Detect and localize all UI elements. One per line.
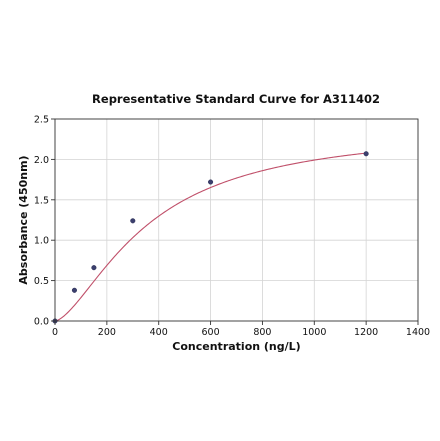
fit-curve bbox=[54, 152, 367, 322]
x-tick-label: 400 bbox=[150, 327, 168, 338]
y-tick-label: 0.5 bbox=[34, 276, 49, 287]
x-tick-label: 200 bbox=[98, 327, 116, 338]
y-axis-ticks: 0.0 0.5 1.0 1.5 2.0 2.5 bbox=[34, 115, 55, 328]
grid bbox=[54, 118, 419, 322]
data-point bbox=[208, 179, 214, 185]
x-tick-label: 0 bbox=[52, 327, 58, 338]
x-tick-label: 800 bbox=[253, 327, 271, 338]
x-tick-label: 600 bbox=[202, 327, 220, 338]
data-point bbox=[130, 218, 136, 224]
y-tick-label: 2.0 bbox=[34, 155, 49, 166]
fit-curve-layer bbox=[54, 152, 367, 322]
y-tick-label: 1.5 bbox=[34, 195, 49, 206]
x-tick-label: 1400 bbox=[406, 327, 430, 338]
plot-frame bbox=[54, 118, 419, 322]
x-axis-ticks: 0 200 400 600 800 1000 1200 1400 bbox=[52, 321, 430, 338]
x-tick-label: 1200 bbox=[354, 327, 378, 338]
x-tick-label: 1000 bbox=[302, 327, 326, 338]
x-axis-label: Concentration (ng/L) bbox=[172, 340, 300, 353]
data-point bbox=[91, 265, 97, 271]
y-tick-label: 0.0 bbox=[34, 317, 49, 328]
chart-title: Representative Standard Curve for A31140… bbox=[92, 92, 380, 106]
data-point bbox=[71, 287, 77, 293]
y-tick-label: 1.0 bbox=[34, 236, 49, 247]
y-axis-label: Absorbance (450nm) bbox=[17, 155, 30, 284]
data-point bbox=[363, 151, 369, 157]
y-tick-label: 2.5 bbox=[34, 115, 49, 126]
